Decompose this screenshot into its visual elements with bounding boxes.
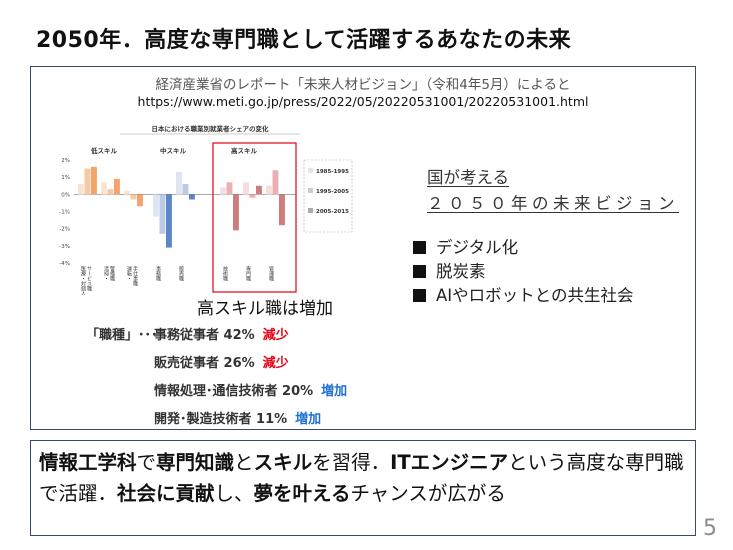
summary-fragment: し、 — [214, 482, 254, 505]
category-label: 清掃・ — [103, 265, 109, 281]
job-row: 事務従事者 42% 減少 — [154, 324, 289, 343]
bar — [176, 172, 182, 195]
summary-box: 情報工学科で専門知識とスキルを習得．ITエンジニアという高度な専門職で活躍．社会… — [30, 440, 696, 536]
page-number: 5 — [703, 516, 717, 541]
y-tick-label: -3% — [59, 244, 70, 250]
bar — [266, 185, 272, 195]
square-bullet-icon — [413, 289, 426, 302]
job-row: 販売従事者 26% 減少 — [154, 352, 289, 371]
y-tick-label: 0% — [61, 192, 70, 198]
category-label: 事務職 — [155, 265, 161, 282]
slide-title: 2050年．高度な専門職として活躍するあなたの未来 — [36, 28, 572, 53]
summary-fragment: という高度な専門職で活躍． — [39, 451, 684, 505]
vision-heading-line2: ２０５０年の未来ビジョン — [427, 194, 679, 213]
bar — [279, 194, 285, 226]
jobs-label: 「職種」･･･ — [86, 328, 158, 343]
bullet-item: 脱炭素 — [413, 260, 634, 284]
bar — [78, 184, 84, 195]
y-tick-label: 2% — [61, 158, 70, 164]
vision-heading-line1: 国が考える — [427, 168, 510, 187]
y-tick-label: -2% — [59, 227, 70, 233]
legend-swatch — [308, 168, 313, 173]
summary-keyword: ITエンジニア — [390, 451, 509, 474]
category-label: 運転・ — [126, 266, 132, 281]
legend-swatch — [308, 208, 313, 213]
category-label: 管理職 — [268, 265, 274, 282]
bar — [243, 182, 249, 195]
y-tick-label: 1% — [61, 175, 70, 181]
square-bullet-icon — [413, 265, 426, 278]
summary-keyword: 夢を叶える — [253, 482, 351, 505]
high-skill-note: 高スキル職は増加 — [197, 299, 333, 319]
summary-fragment: チャンスが広がる — [350, 482, 506, 505]
summary-fragment: を習得． — [312, 451, 391, 474]
summary-keyword: スキル — [253, 451, 313, 474]
bar — [153, 194, 159, 217]
category-label: 専門職 — [245, 265, 251, 282]
bar — [233, 194, 239, 231]
source-caption: 経済産業省のレポート「未来人材ビジョン」（令和4年5月）によると — [155, 77, 571, 93]
job-row: 開発･製造技術者 11% 増加 — [154, 408, 321, 427]
job-name: 販売従事者 26% — [154, 356, 255, 371]
group-label: 中スキル — [160, 146, 187, 155]
bar — [272, 170, 279, 195]
job-name: 事務従事者 42% — [154, 328, 255, 343]
bar — [249, 194, 256, 198]
bar — [182, 184, 189, 195]
summary-keyword: 情報工学科 — [39, 451, 137, 474]
change-badge: 減少 — [262, 356, 289, 371]
square-bullet-icon — [413, 241, 426, 254]
group-label: 低スキル — [90, 146, 118, 155]
bullet-item: デジタル化 — [413, 236, 634, 260]
skill-share-chart: 日本における職業別就業者シェアの変化 2% 1% 0% -1% -2% -3% -4% 医療・対… — [59, 124, 353, 295]
bar — [114, 178, 120, 195]
y-tick-label: -4% — [59, 261, 70, 267]
bar — [91, 166, 97, 195]
category-label: サービス職 — [86, 266, 92, 292]
legend-label: 1985-1995 — [316, 169, 349, 175]
summary-text: 情報工学科で専門知識とスキルを習得．ITエンジニアという高度な専門職で活躍．社会… — [39, 451, 684, 505]
bar — [189, 194, 195, 200]
category-label: 技術職 — [222, 265, 228, 282]
legend-label: 2005-2015 — [316, 209, 349, 215]
bar — [226, 182, 233, 195]
bar — [220, 187, 226, 195]
summary-fragment: と — [234, 451, 254, 474]
bar — [124, 190, 130, 195]
bar — [107, 189, 114, 195]
summary-keyword: 社会に貢献 — [117, 482, 215, 505]
bar — [256, 185, 262, 195]
source-url[interactable]: https://www.meti.go.jp/press/2022/05/202… — [137, 94, 589, 109]
legend-swatch — [308, 188, 313, 193]
job-name: 情報処理･通信技術者 20% — [154, 384, 314, 399]
bar — [101, 182, 107, 195]
summary-fragment: で — [136, 451, 157, 474]
category-label: 手仕事職 — [132, 265, 138, 287]
bar — [166, 194, 172, 248]
bullet-item: AIやロボットとの共生社会 — [413, 284, 634, 308]
bar — [84, 168, 91, 195]
bar — [137, 194, 143, 207]
legend-frame — [303, 159, 353, 233]
change-badge: 増加 — [295, 412, 322, 427]
y-tick-label: -1% — [59, 210, 70, 216]
category-label: 医療・対個人 — [80, 266, 86, 295]
report-panel: 経済産業省のレポート「未来人材ビジョン」（令和4年5月）によると https:/… — [30, 66, 696, 430]
job-name: 開発･製造技術者 11% — [154, 412, 288, 427]
vision-bullet-list: デジタル化 脱炭素 AIやロボットとの共生社会 — [413, 236, 634, 308]
high-skill-highlight-box — [212, 142, 297, 293]
chart-title: 日本における職業別就業者シェアの変化 — [152, 124, 270, 133]
job-row: 情報処理･通信技術者 20% 増加 — [154, 380, 347, 399]
category-label: 警備職 — [109, 265, 115, 282]
legend-label: 1995-2005 — [316, 189, 349, 195]
category-label: 販売職 — [178, 265, 184, 282]
bar — [159, 194, 166, 234]
group-label: 高スキル — [231, 146, 258, 155]
summary-keyword: 専門知識 — [156, 451, 235, 474]
bar — [130, 194, 137, 200]
change-badge: 増加 — [321, 384, 348, 399]
change-badge: 減少 — [262, 328, 289, 343]
